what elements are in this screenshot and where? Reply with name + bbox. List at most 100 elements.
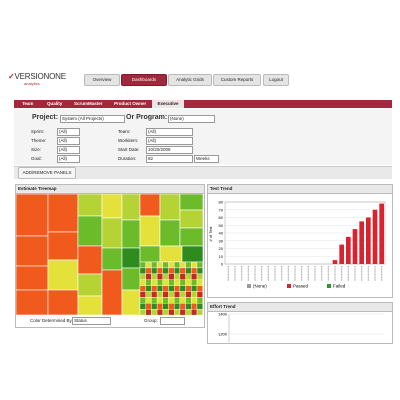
treemap-cell bbox=[196, 279, 203, 286]
filter-label: Start Date: bbox=[118, 147, 140, 152]
nav-tab[interactable]: Dashboards bbox=[121, 74, 167, 86]
treemap-cell bbox=[196, 285, 203, 292]
filter-select[interactable]: (All) bbox=[57, 146, 80, 154]
treemap-cell bbox=[191, 273, 198, 280]
treemap-cell bbox=[196, 267, 203, 275]
treemap-cell bbox=[101, 269, 123, 315]
program-select[interactable]: (None) bbox=[168, 115, 215, 123]
treemap-cell bbox=[179, 261, 186, 269]
treemap-cell bbox=[162, 303, 169, 310]
filter-select[interactable]: (All) bbox=[146, 137, 193, 145]
group-select[interactable] bbox=[160, 317, 185, 325]
treemap-cell bbox=[16, 289, 49, 315]
treemap-cell bbox=[179, 279, 186, 286]
filter-select[interactable]: 10/20/2009 bbox=[146, 146, 193, 154]
nav-tab[interactable]: Custom Reports bbox=[213, 74, 261, 86]
filter-select[interactable]: 82 bbox=[146, 155, 193, 163]
duration-unit-select[interactable]: Weeks bbox=[194, 155, 219, 163]
treemap-cell bbox=[77, 245, 103, 275]
treemap-cell bbox=[179, 273, 186, 280]
treemap-cell bbox=[168, 273, 175, 280]
filter-select[interactable]: (All) bbox=[57, 128, 80, 136]
filter-label: Team: bbox=[118, 129, 131, 134]
treemap-cell bbox=[156, 267, 164, 275]
treemap-cell bbox=[168, 303, 175, 310]
color-select[interactable]: Status bbox=[72, 317, 111, 325]
plot-frame bbox=[224, 201, 386, 265]
treemap-cell bbox=[173, 285, 181, 292]
y-tick-label: 80 bbox=[219, 200, 224, 205]
treemap-cell bbox=[139, 303, 146, 310]
tab[interactable]: Team bbox=[22, 101, 34, 106]
treemap-cell bbox=[145, 308, 152, 315]
y-tick-label: 30 bbox=[219, 238, 224, 243]
treemap-cell bbox=[159, 245, 183, 263]
project-label: Project: bbox=[32, 114, 59, 121]
treemap-cell bbox=[173, 303, 181, 310]
treemap-cell bbox=[191, 267, 198, 275]
y-tick-label: 10 bbox=[219, 254, 224, 259]
effort-trend-panel: Effort Trend bbox=[207, 302, 393, 344]
treemap-cell bbox=[151, 291, 158, 298]
treemap-cell bbox=[179, 267, 186, 275]
treemap-cell bbox=[173, 279, 181, 286]
nav-tab[interactable]: Overview bbox=[84, 74, 120, 86]
treemap-cell bbox=[162, 308, 169, 315]
treemap-cell bbox=[185, 308, 192, 315]
treemap-cell bbox=[77, 194, 103, 217]
add-panels-button[interactable]: ADD/REMOVE PANELS bbox=[18, 167, 76, 179]
treemap-cell bbox=[191, 303, 198, 310]
treemap-cell bbox=[156, 273, 164, 280]
bar bbox=[339, 244, 344, 264]
project-select[interactable]: System (All Projects) bbox=[60, 115, 125, 123]
treemap-cell bbox=[179, 308, 186, 315]
treemap-cell bbox=[139, 261, 146, 269]
logo-mark: ✓ bbox=[8, 72, 15, 81]
bar bbox=[366, 217, 371, 264]
treemap-cell bbox=[179, 303, 186, 310]
filter-select[interactable]: (All) bbox=[57, 155, 80, 163]
color-label: Color Determined By: bbox=[30, 318, 74, 323]
bar bbox=[352, 229, 358, 264]
treemap-cell bbox=[191, 308, 198, 315]
y-tick-label: 50 bbox=[219, 223, 224, 228]
logout-button[interactable]: Logout bbox=[263, 74, 289, 86]
treemap-cell bbox=[151, 279, 158, 286]
tab-active[interactable]: Executive bbox=[152, 100, 184, 108]
filter-select[interactable]: (All) bbox=[57, 137, 80, 145]
treemap-cell bbox=[162, 261, 169, 269]
treemap-cell bbox=[139, 279, 146, 286]
y-tick-label: 1200 bbox=[218, 332, 228, 337]
filter-label: Duration: bbox=[118, 156, 137, 161]
y-tick-label: 40 bbox=[219, 231, 224, 236]
bar bbox=[379, 203, 384, 264]
legend-label: (None) bbox=[253, 284, 267, 289]
treemap-cell bbox=[47, 289, 79, 315]
treemap-cell bbox=[77, 215, 103, 247]
y-tick-label: 70 bbox=[219, 207, 224, 212]
y-tick-label: 0 bbox=[221, 262, 224, 267]
bar bbox=[372, 209, 378, 264]
filter-select[interactable]: (All) bbox=[146, 128, 193, 136]
treemap-cell bbox=[191, 285, 198, 292]
nav-tab[interactable]: Analytic Grids bbox=[168, 74, 212, 86]
treemap-cell bbox=[173, 273, 181, 280]
y-axis-label: # of Test bbox=[208, 226, 213, 242]
treemap-cell bbox=[151, 303, 158, 310]
treemap-cell bbox=[151, 285, 158, 292]
treemap-cell bbox=[16, 194, 49, 237]
treemap-cell bbox=[77, 273, 103, 297]
tab[interactable]: ScrumMaster bbox=[74, 101, 103, 106]
treemap-cell bbox=[121, 267, 141, 291]
treemap-cell bbox=[179, 227, 203, 247]
filter-label: Theme: bbox=[31, 138, 47, 143]
treemap-cell bbox=[196, 308, 203, 315]
treemap-cell bbox=[162, 267, 169, 275]
treemap-cell bbox=[156, 291, 164, 298]
treemap-cell bbox=[156, 308, 164, 315]
tab[interactable]: Product Owner bbox=[114, 101, 147, 106]
treemap-cell bbox=[168, 297, 175, 304]
treemap-cell bbox=[47, 259, 79, 291]
treemap-cell bbox=[145, 279, 152, 286]
tab[interactable]: Quality bbox=[47, 101, 63, 106]
